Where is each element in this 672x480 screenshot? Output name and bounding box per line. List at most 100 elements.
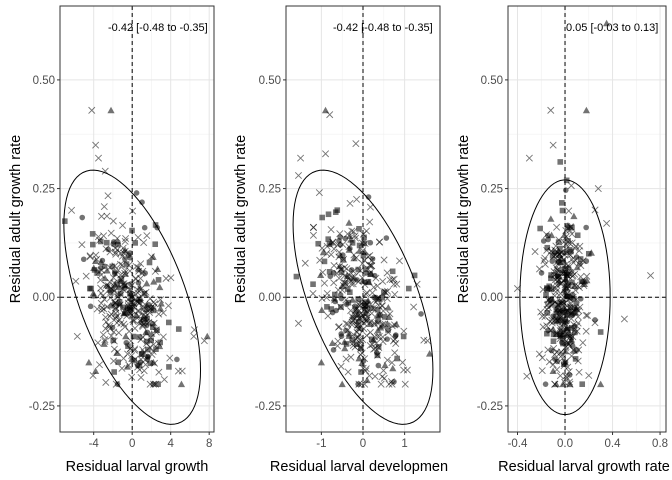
data-point [363,289,371,297]
data-point [330,279,338,287]
data-point [104,192,112,200]
data-point [553,305,562,313]
data-point [349,240,356,246]
data-point [125,343,131,349]
data-point [369,336,378,343]
data-point [345,219,353,226]
x-tick-label: 0 [360,438,366,450]
data-point [143,232,151,240]
data-point [117,291,125,299]
data-point [551,380,559,388]
data-point [546,317,554,325]
data-point [550,338,557,344]
data-point [113,246,121,254]
data-point [115,299,124,307]
data-point [149,358,157,366]
data-point [348,321,356,329]
data-point [370,283,378,291]
data-point [73,332,81,340]
data-point [545,358,553,366]
data-points [513,19,655,388]
data-point [368,257,376,265]
x-tick-label: 4 [167,438,174,450]
data-point [375,332,383,340]
data-point [369,305,375,312]
data-point [552,380,560,388]
data-point [174,367,182,375]
data-point [582,327,590,335]
data-point [190,332,198,340]
data-point [385,313,393,321]
data-point [565,238,571,244]
data-point [403,366,411,374]
data-point [585,250,592,257]
data-point [159,333,167,341]
data-point [139,322,147,330]
data-point [362,303,368,309]
data-point [371,272,378,279]
data-point [120,304,126,311]
data-point [106,248,114,256]
data-point [548,296,554,303]
data-point [121,237,129,245]
data-point [97,289,105,297]
data-point [562,372,570,380]
data-point [109,217,117,225]
data-point [569,346,577,354]
data-point [560,259,566,266]
data-point [373,296,382,304]
data-point [330,347,337,353]
data-point [334,337,342,345]
data-point [310,281,316,288]
x-tick-label: -4 [89,438,100,450]
data-point [556,331,563,338]
data-point [566,372,573,378]
data-point [107,284,115,292]
data-point [160,375,168,383]
data-point [354,310,362,318]
data-point [390,275,398,283]
data-point [107,310,115,318]
data-point [120,309,128,317]
x-tick-label: 0.8 [652,438,668,450]
data-point [135,267,143,275]
data-point [365,194,372,200]
y-tick-label: 0.25 [259,184,281,196]
data-point [106,312,114,320]
data-point [123,339,130,346]
data-point [568,248,574,255]
data-point [153,346,159,352]
data-point [384,320,392,328]
data-point [388,380,396,388]
data-point [411,272,418,279]
data-point [97,212,106,220]
data-point [358,369,364,375]
data-point [582,106,591,114]
data-point [380,256,388,264]
data-point [555,239,562,245]
data-point [540,238,547,244]
data-point [200,337,208,345]
data-point [330,245,338,253]
data-point [342,355,350,363]
data-point [318,244,326,252]
data-point [374,306,381,313]
data-point [538,270,545,276]
x-tick-label: 0.4 [605,438,622,450]
data-point [354,341,360,348]
data-point [381,314,388,320]
data-point [149,253,157,260]
data-point [620,315,628,323]
data-point [95,361,104,369]
data-point [571,295,577,302]
data-point [135,307,143,315]
data-point [388,359,396,367]
data-point [338,380,346,388]
data-point [103,212,111,220]
data-point [146,259,153,266]
data-point [156,305,165,312]
data-point [133,190,140,196]
data-point [319,268,327,276]
data-point [568,230,576,238]
data-point [107,229,115,237]
